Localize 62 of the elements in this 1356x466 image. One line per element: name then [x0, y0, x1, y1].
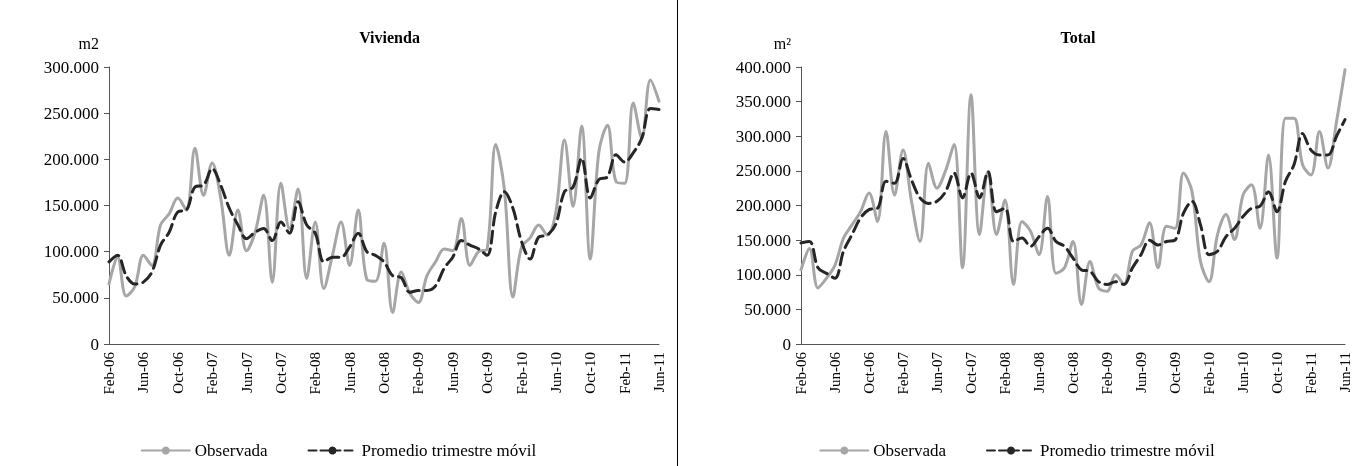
line-series — [799, 118, 1347, 286]
x-tick-label: Feb-11 — [1303, 352, 1319, 394]
x-tick-label: Oct-06 — [861, 351, 877, 394]
x-tick-label: Jun-09 — [1133, 352, 1149, 393]
y-tick-label: 150.000 — [43, 196, 99, 215]
y-tick-label: 250.000 — [43, 103, 99, 123]
x-tick-label: Oct-06 — [169, 351, 186, 394]
y-tick-label: 0 — [90, 334, 99, 354]
x-tick-label: Oct-07 — [963, 351, 979, 394]
chart-title: Total — [1060, 28, 1097, 46]
x-tick-label: Oct-08 — [376, 352, 392, 394]
x-tick-label: Feb-11 — [616, 352, 633, 394]
y-tick-label: 300.000 — [735, 126, 791, 146]
x-tick-label: Feb-09 — [1099, 352, 1115, 395]
y-tick-label: 50.000 — [52, 288, 99, 308]
x-tick-label: Feb-10 — [1201, 352, 1217, 395]
x-tick-label: Jun-09 — [444, 352, 461, 393]
chart-title: Vivienda — [359, 28, 420, 46]
line-series — [107, 78, 661, 315]
x-tick-label: Oct-08 — [1065, 352, 1081, 394]
y-tick-label: 100.000 — [43, 242, 99, 262]
x-tick-label: Jun-10 — [1235, 352, 1251, 393]
y-tick-label: 150.000 — [735, 230, 791, 250]
y-tick-label: 300.000 — [43, 57, 99, 77]
legend-label: Observada — [873, 441, 947, 460]
x-tick-label: Oct-07 — [272, 351, 289, 394]
y-tick-label: 200.000 — [735, 196, 791, 215]
x-tick-label: Oct-09 — [479, 352, 496, 394]
x-tick-label: Oct-10 — [582, 352, 599, 394]
x-tick-label: Feb-08 — [307, 352, 324, 395]
line-series — [799, 68, 1347, 307]
x-tick-label: Jun-07 — [238, 351, 255, 393]
y-tick-label: 100.000 — [735, 265, 791, 285]
x-tick-label: Feb-06 — [793, 351, 809, 395]
legend-label: Observada — [194, 441, 268, 460]
x-tick-label: Jun-07 — [929, 351, 945, 393]
x-tick-label: Jun-08 — [1031, 352, 1047, 393]
x-tick-label: Jun-10 — [547, 352, 564, 393]
x-tick-label: Feb-10 — [513, 352, 530, 395]
x-tick-label: Feb-09 — [410, 352, 427, 395]
y-axis-title: m2 — [78, 34, 99, 52]
x-tick-label: Jun-11 — [1337, 352, 1353, 393]
legend-label: Promedio trimestre móvil — [361, 441, 537, 460]
y-tick-label: 250.000 — [735, 161, 791, 181]
y-tick-label: 400.000 — [735, 57, 791, 77]
x-tick-label: Feb-08 — [997, 352, 1013, 395]
line-series — [107, 107, 661, 294]
y-axis-title: m² — [773, 34, 792, 52]
y-tick-label: 50.000 — [744, 299, 791, 319]
x-tick-label: Feb-06 — [101, 351, 117, 395]
x-tick-label: Jun-11 — [651, 352, 667, 393]
x-tick-label: Oct-10 — [1269, 352, 1285, 394]
legend-label: Promedio trimestre móvil — [1040, 441, 1215, 460]
y-tick-label: 200.000 — [43, 149, 99, 169]
y-tick-label: 0 — [782, 334, 791, 354]
x-tick-label: Jun-08 — [341, 352, 358, 393]
x-tick-label: Jun-06 — [135, 351, 152, 393]
x-tick-label: Feb-07 — [895, 351, 911, 395]
y-tick-label: 350.000 — [735, 92, 791, 112]
x-tick-label: Jun-06 — [827, 351, 843, 393]
x-tick-label: Oct-09 — [1167, 352, 1183, 394]
x-tick-label: Feb-07 — [204, 351, 221, 395]
